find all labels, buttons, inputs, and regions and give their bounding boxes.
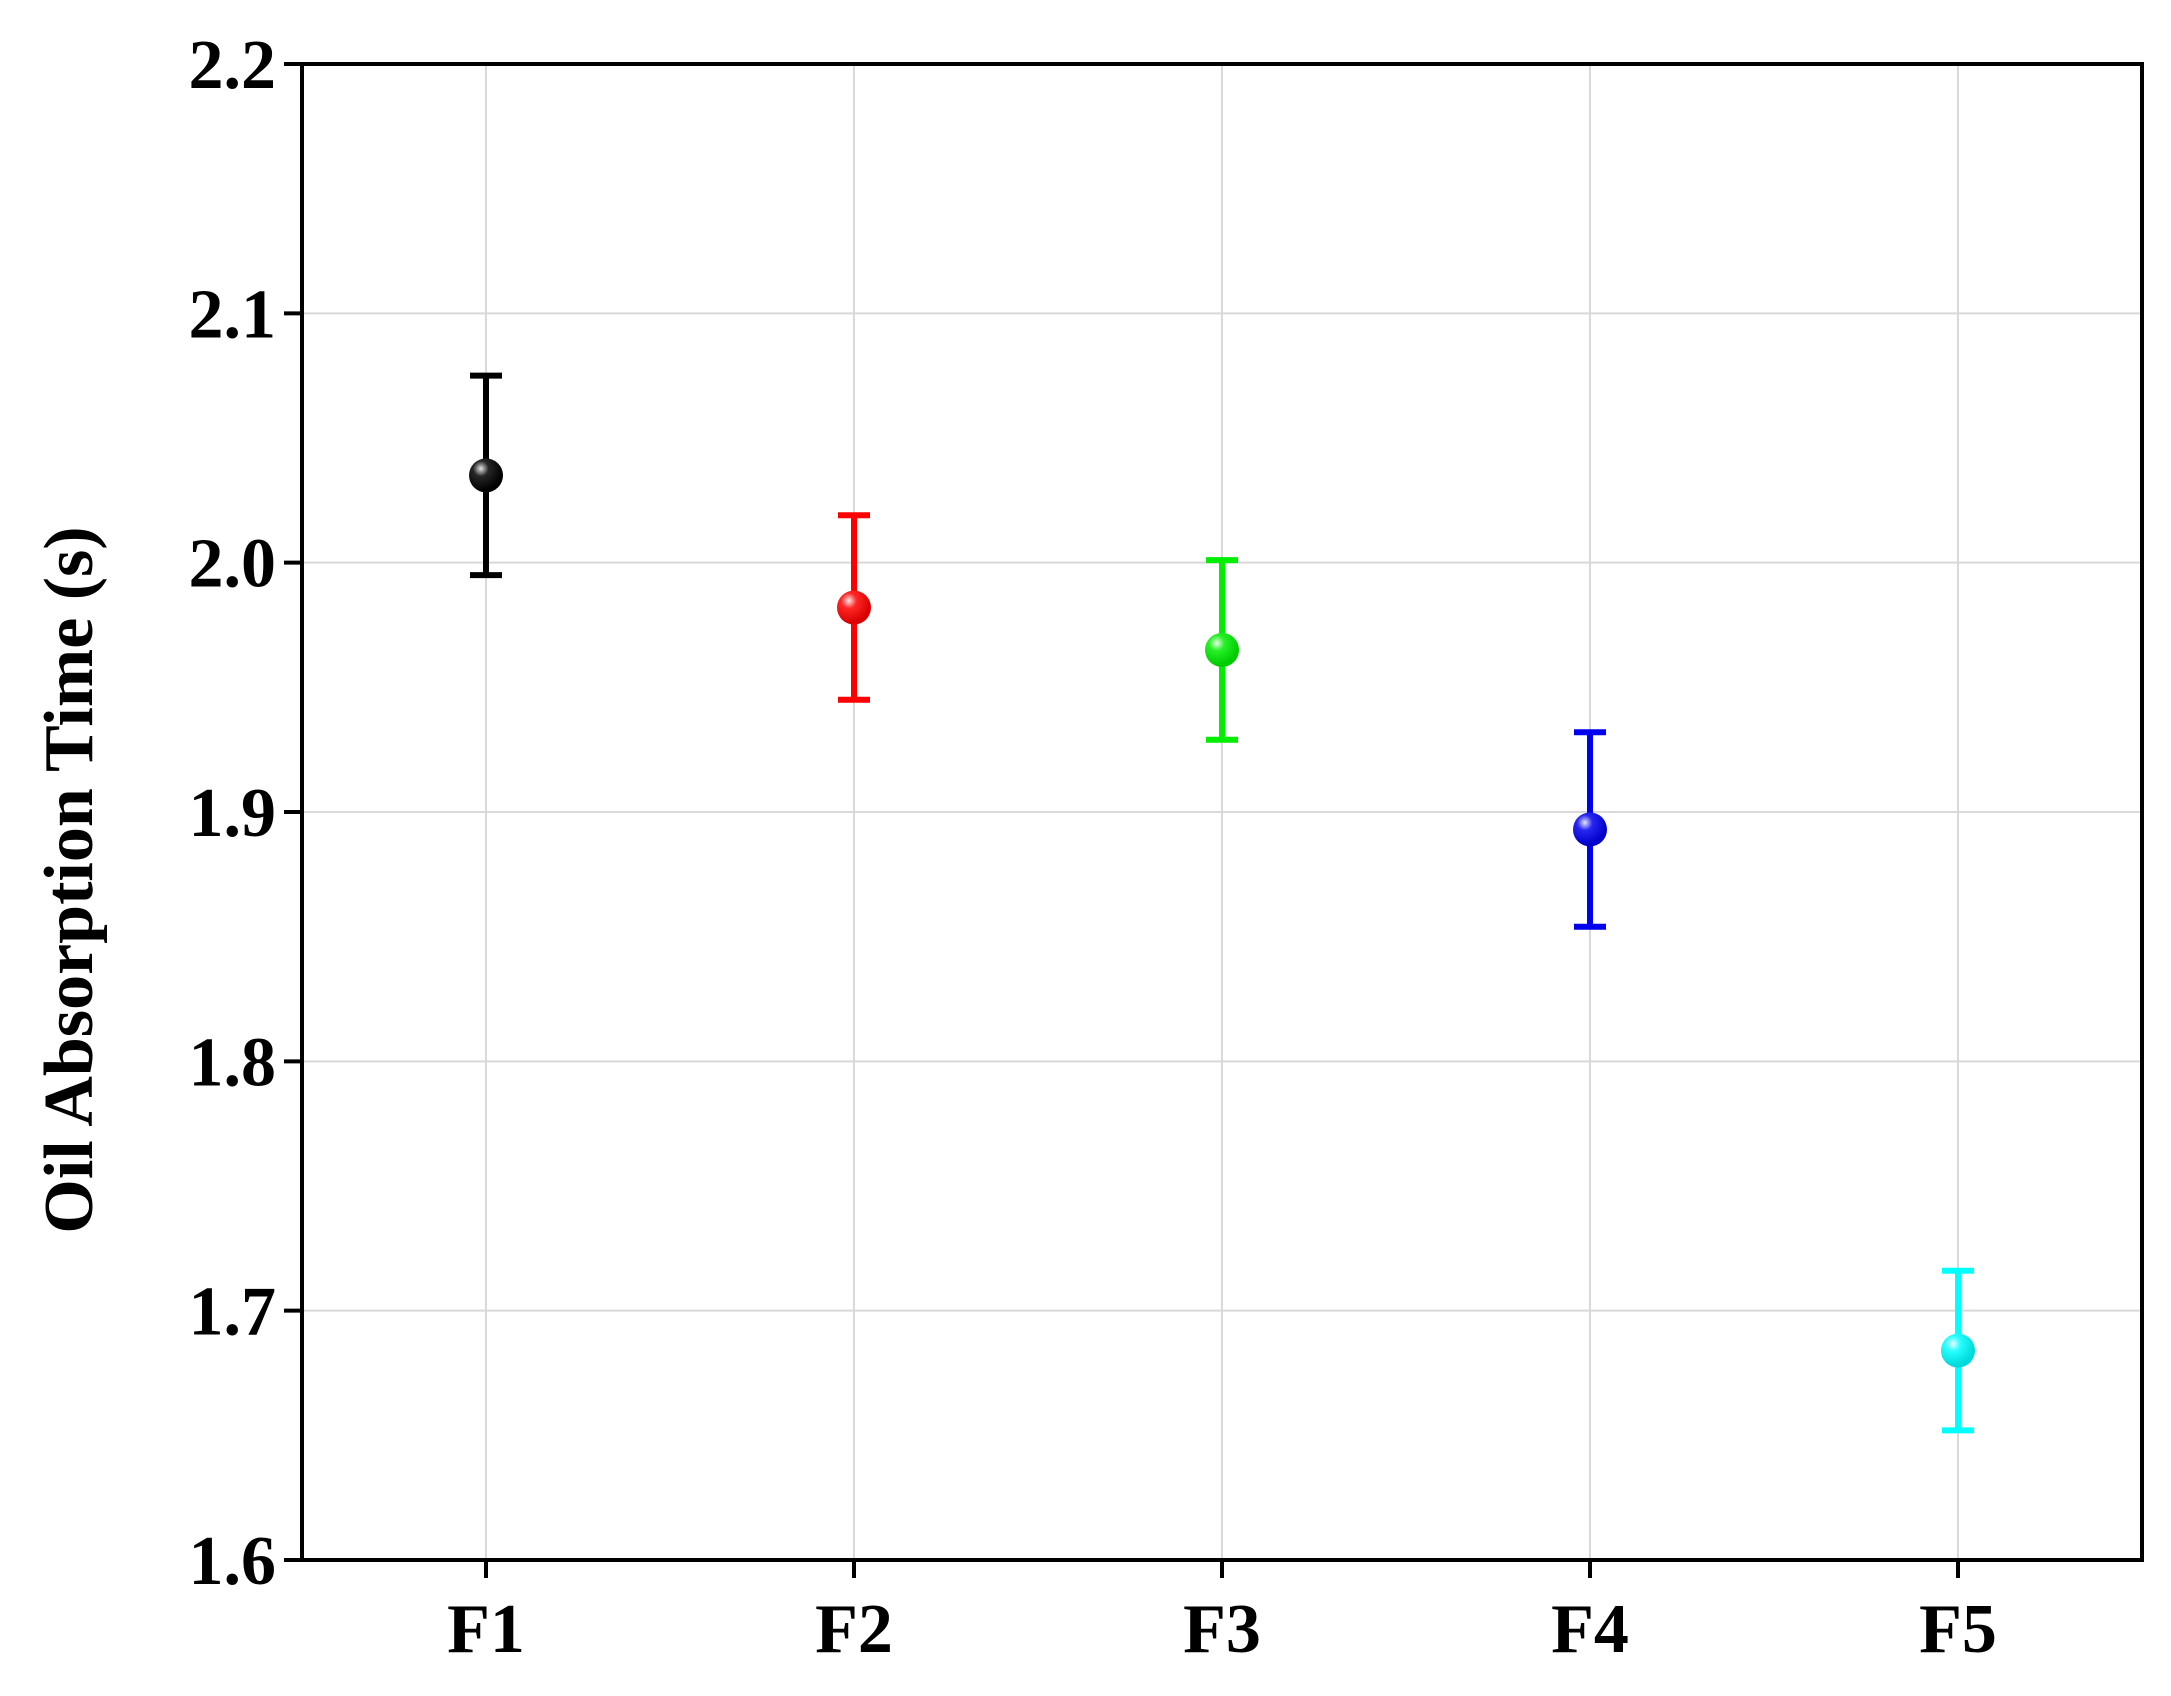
axes-layer — [284, 62, 2144, 1578]
y-tick-label: 2.2 — [189, 27, 277, 104]
data-point-group — [1205, 557, 1239, 743]
x-tick-label: F3 — [1183, 1591, 1261, 1668]
data-point-sheen — [1941, 1333, 1975, 1368]
y-tick-label: 2.0 — [189, 526, 277, 603]
y-axis-title: Oil Absorption Time (s) — [31, 526, 108, 1233]
marks-layer — [469, 372, 1975, 1434]
x-tick-label: F4 — [1551, 1591, 1629, 1668]
y-tick-label: 1.6 — [189, 1523, 277, 1600]
x-tick-label: F5 — [1919, 1591, 1997, 1668]
data-point-sheen — [469, 458, 503, 493]
plot-frame — [300, 62, 2144, 1562]
data-point-sheen — [1205, 632, 1239, 667]
y-tick-label: 1.8 — [189, 1024, 277, 1101]
y-tick-label: 2.1 — [189, 276, 277, 353]
x-tick-label: F1 — [447, 1591, 525, 1668]
y-tick-label: 1.9 — [189, 775, 277, 852]
data-point-group — [837, 512, 871, 703]
data-point-sheen — [837, 590, 871, 625]
data-point-group — [469, 372, 503, 579]
data-point-sheen — [1573, 812, 1607, 847]
y-tick-label: 1.7 — [189, 1274, 277, 1351]
data-point-group — [1573, 729, 1607, 930]
x-tick-label: F2 — [815, 1591, 893, 1668]
labels-layer: 1.6 1.7 1.8 1.9 2.0 2.1 2.2 F1 F2 F3 F4 F5 — [189, 27, 1997, 1668]
data-point-group — [1941, 1267, 1975, 1434]
grid-layer — [302, 63, 2142, 1561]
